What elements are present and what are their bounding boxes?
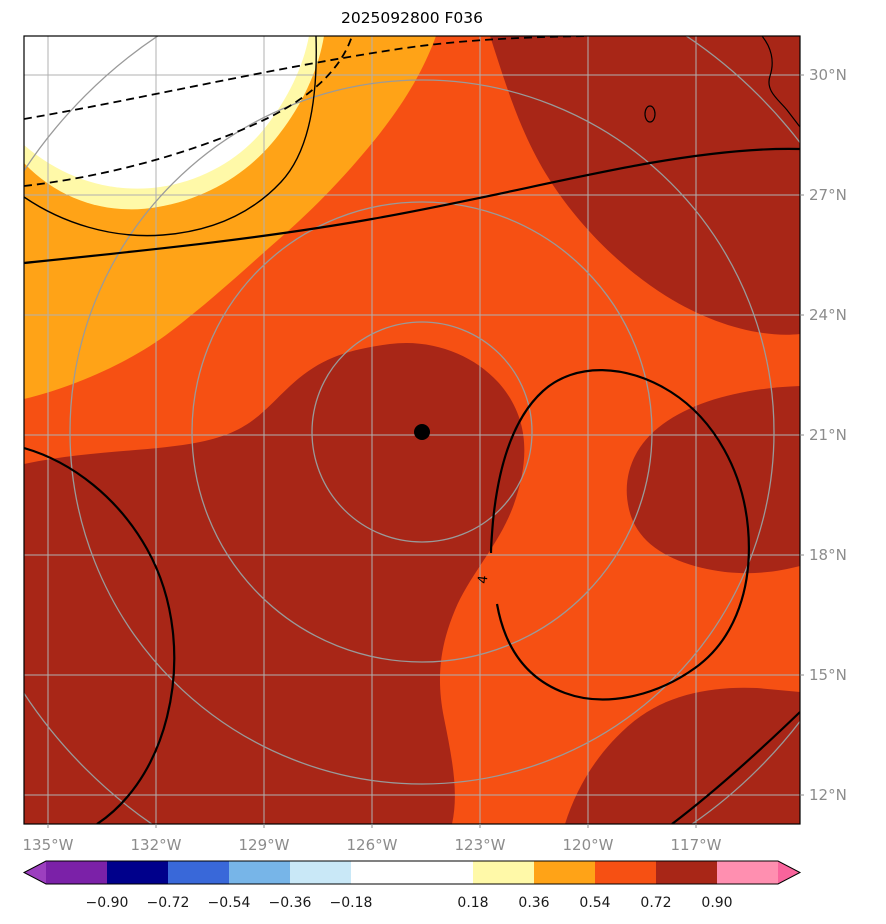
x-axis-tick-label: 117°W [671,836,722,854]
colorbar-tick-label: −0.36 [269,895,312,911]
colorbar-tick-label: −0.90 [86,895,129,911]
y-axis-tick-label: 12°N [809,786,847,804]
field-darkred-rightcenter [626,386,800,574]
colorbar-segment [107,861,168,884]
colorbar-under-arrow [24,861,46,884]
chart-title: 2025092800 F036 [341,9,483,27]
contour-label: 4 [476,575,492,585]
colorbar-tick-label: −0.72 [147,895,190,911]
x-axis-tick-label: 129°W [239,836,290,854]
x-axis-tick-label: 123°W [455,836,506,854]
colorbar: −0.90 −0.72 −0.54 −0.36 −0.18 0.18 0.36 0.54 0.7… [22,860,802,911]
field-darkred-bottomright [565,687,800,824]
colorbar-outline [22,860,802,885]
x-axis-tick-label: 132°W [131,836,182,854]
colorbar-segment [46,861,107,884]
x-axis-tick-label: 126°W [347,836,398,854]
y-axis-labels: 30°N 27°N 24°N 21°N 18°N 15°N 12°N [800,66,847,804]
y-axis-tick-label: 15°N [809,666,847,684]
colorbar-tick-label: 0.18 [457,895,488,911]
colorbar-over-arrow [778,861,800,884]
colorbar-segment [717,861,778,884]
contour-line-dashed-lower [24,36,353,187]
contour-line-thin-ring-around-white-minimum [24,36,317,237]
x-axis-tick-label: 135°W [23,836,74,854]
colorbar-tick-label: −0.18 [330,895,373,911]
x-axis-labels: 135°W 132°W 129°W 126°W 123°W 120°W 117°W [23,824,722,854]
colorbar-segment [290,861,351,884]
y-axis-tick-label: 24°N [809,306,847,324]
y-axis-tick-label: 18°N [809,546,847,564]
colorbar-tick-label: 0.36 [518,895,549,911]
contour-line-closed-loop-labeled-4 [489,369,750,701]
colorbar-segment [595,861,656,884]
colorbar-segment [534,861,595,884]
colorbar-tick-label: 0.54 [579,895,610,911]
guadalupe-island-outline [644,105,656,123]
y-axis-tick-label: 30°N [809,66,847,84]
contour-line-solid-lowerleft [24,446,176,824]
colorbar-segment [168,861,229,884]
y-axis-tick-label: 27°N [809,186,847,204]
latlon-grid-layer [24,36,800,824]
range-ring [191,201,653,663]
plot-border [23,35,801,825]
colorbar-tick-label: −0.54 [208,895,251,911]
coastline-layer [644,36,800,128]
x-axis-tick-label: 120°W [563,836,614,854]
range-ring [69,79,775,785]
y-axis-tick-label: 21°N [809,426,847,444]
colorbar-segment [656,861,717,884]
colorbar-tick-label: 0.72 [640,895,671,911]
field-white-topleft [24,36,309,189]
baja-coastline [761,36,800,128]
contour-line-solid-bottomright-corner [671,711,800,824]
contour-lines-layer: 4 [24,36,800,824]
colorbar-segment [473,861,534,884]
field-darkred-central [24,342,525,824]
filled-contours-layer [24,36,800,824]
range-ring [311,321,533,543]
colorbar-segment [351,861,473,884]
storm-center-marker [414,424,430,440]
field-darkred-topright [490,36,800,335]
colorbar-segment [229,861,290,884]
colorbar-tick-label: 0.90 [701,895,732,911]
contour-line-solid-upper-sweep [24,147,800,265]
